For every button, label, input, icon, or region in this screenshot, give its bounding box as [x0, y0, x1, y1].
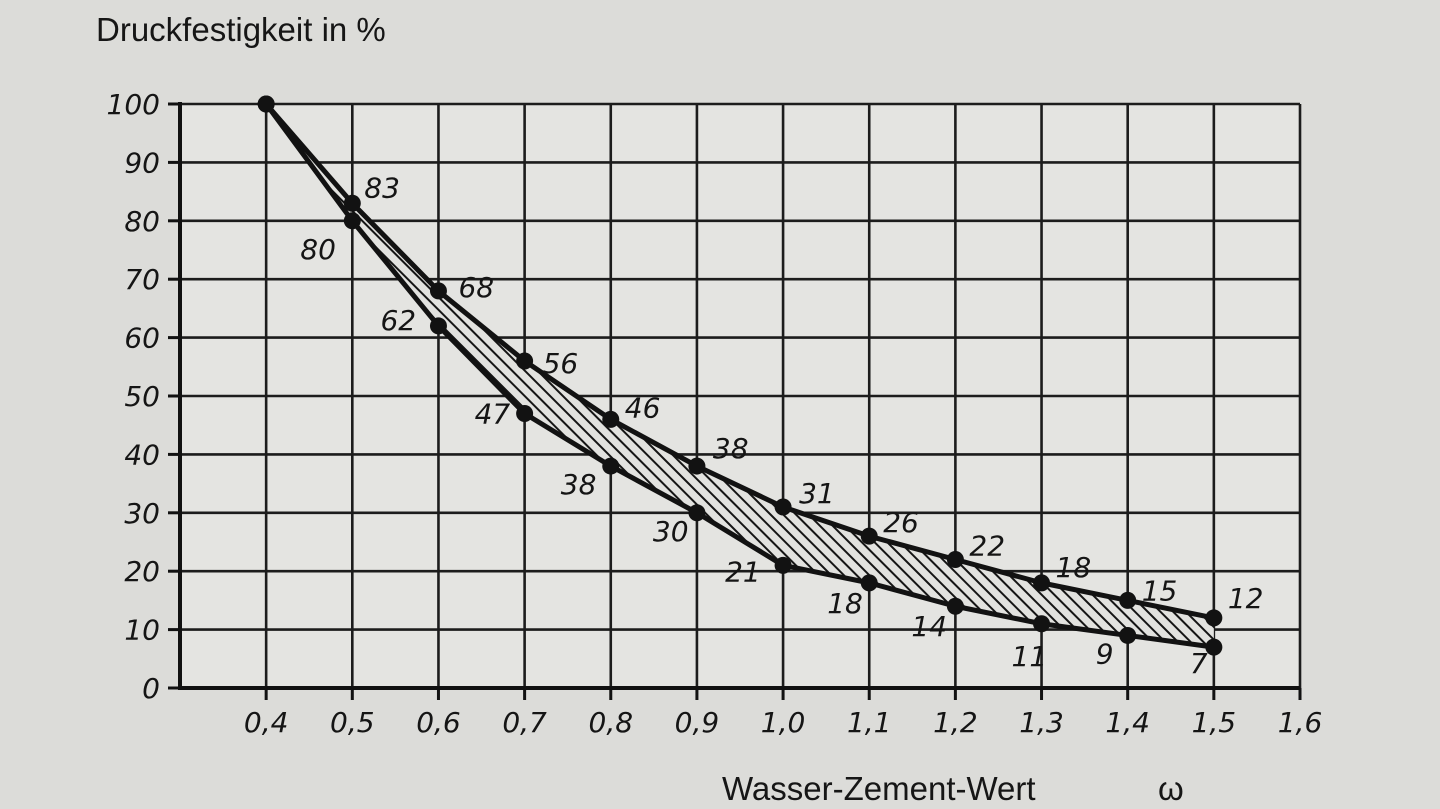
x-tick-label: 0,4: [244, 706, 289, 739]
upper-point: [774, 498, 792, 516]
upper-data-label: 26: [883, 506, 919, 539]
x-tick-label: 1,6: [1278, 706, 1323, 739]
upper-point: [1205, 609, 1223, 627]
x-tick-label: 1,0: [761, 706, 806, 739]
y-axis-label: Druckfestigkeit in %: [96, 11, 386, 48]
y-tick-label: 30: [124, 497, 160, 530]
upper-point: [1119, 591, 1137, 609]
x-tick-label: 1,4: [1105, 706, 1150, 739]
lower-data-label: 62: [380, 304, 416, 337]
lower-data-label: 7: [1190, 647, 1208, 680]
lower-curve: [264, 102, 1215, 650]
upper-point: [860, 527, 878, 545]
y-tick-label: 0: [142, 672, 160, 705]
x-tick-label: 0,6: [416, 706, 461, 739]
upper-data-label: 22: [969, 530, 1005, 563]
upper-point: [429, 282, 447, 300]
upper-point: [516, 352, 534, 370]
x-tick-label: 1,1: [847, 706, 892, 739]
x-tick-label: 0,7: [502, 706, 547, 739]
y-tick-label: 50: [124, 380, 160, 413]
upper-point: [602, 410, 620, 428]
y-tick-label: 60: [124, 322, 160, 355]
lower-point: [1119, 626, 1137, 644]
lower-point: [860, 574, 878, 592]
lower-point: [516, 405, 534, 423]
upper-data-label: 56: [543, 347, 579, 380]
lower-point: [257, 95, 275, 113]
lower-point: [1033, 615, 1051, 633]
y-tick-label: 20: [124, 555, 160, 588]
lower-data-label: 38: [561, 468, 597, 501]
y-tick-label: 40: [124, 438, 160, 471]
lower-data-label: 80: [300, 233, 336, 266]
upper-data-label: 31: [799, 477, 835, 510]
y-tick-label: 70: [124, 263, 160, 296]
upper-point: [946, 551, 964, 569]
lower-data-label: 47: [475, 398, 511, 431]
upper-data-label: 46: [625, 391, 661, 424]
series-lines: [264, 102, 1215, 650]
lower-point: [946, 597, 964, 615]
lower-point: [602, 457, 620, 475]
lower-data-label: 30: [653, 515, 689, 548]
axes: [168, 102, 1302, 700]
lower-data-label: 11: [1012, 640, 1048, 673]
lower-point: [688, 504, 706, 522]
upper-data-label: 15: [1142, 574, 1178, 607]
x-axis-label: Wasser-Zement-Wert: [722, 770, 1036, 807]
upper-point: [343, 194, 361, 212]
y-tick-label: 10: [124, 614, 160, 647]
lower-point: [1205, 638, 1223, 656]
lower-data-label: 14: [911, 610, 947, 643]
lower-point: [429, 317, 447, 335]
upper-point: [1033, 574, 1051, 592]
lower-data-label: 21: [725, 555, 761, 588]
upper-curve: [264, 102, 1215, 621]
upper-data-label: 12: [1228, 582, 1264, 615]
x-tick-label: 1,5: [1192, 706, 1237, 739]
upper-data-label: 18: [1056, 551, 1092, 584]
x-tick-label: 1,3: [1019, 706, 1064, 739]
y-tick-label: 100: [107, 88, 160, 121]
lower-point: [343, 212, 361, 230]
y-tick-label: 90: [124, 146, 160, 179]
x-tick-label: 1,2: [933, 706, 978, 739]
x-tick-label: 0,8: [589, 706, 634, 739]
data-labels: 83 68 56 46 38 31 26 22 18 15 12 80 62 47 38 30 21 18 14 11…: [300, 171, 1263, 680]
tick-labels: 0 10 20 30 40 50 60 70 80 90 100 0,4 0,5 0,6 0,7 0,8 0,9…: [107, 88, 1323, 739]
y-tick-label: 80: [124, 205, 160, 238]
upper-data-label: 68: [458, 271, 494, 304]
x-axis-symbol: ω: [1158, 770, 1184, 807]
upper-data-label: 83: [364, 171, 400, 204]
lower-data-label: 9: [1096, 637, 1114, 670]
x-tick-label: 0,5: [330, 706, 375, 739]
upper-data-label: 38: [713, 432, 749, 465]
upper-point: [688, 457, 706, 475]
lower-point: [774, 556, 792, 574]
x-tick-label: 0,9: [675, 706, 720, 739]
data-points: [257, 95, 1223, 656]
lower-data-label: 18: [827, 587, 863, 620]
